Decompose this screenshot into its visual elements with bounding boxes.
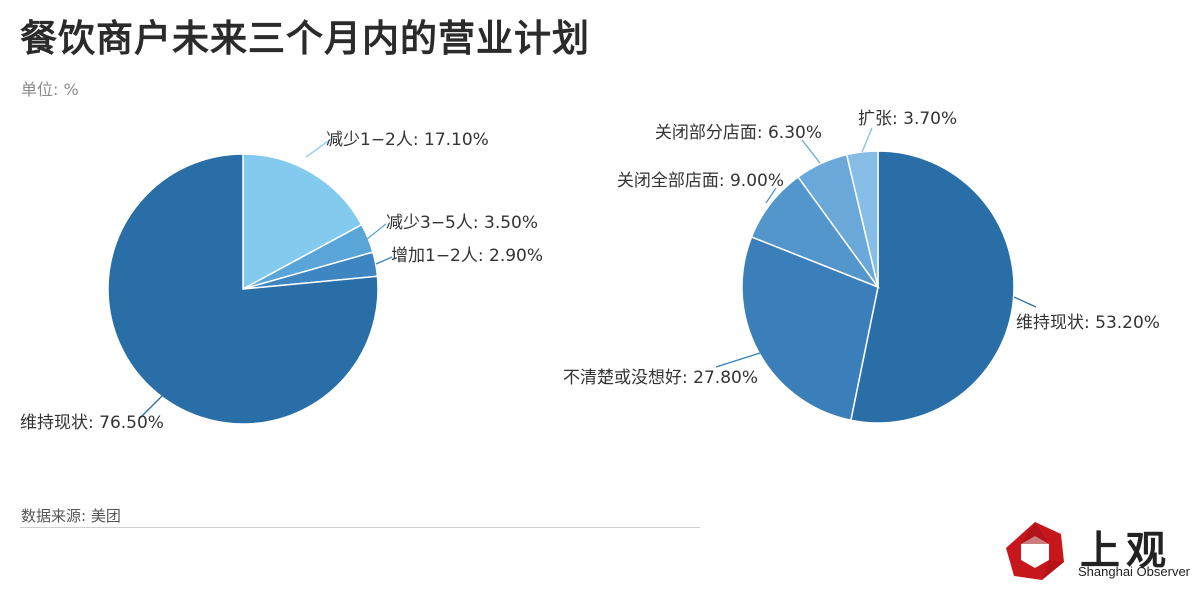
divider	[20, 527, 700, 528]
logo: 上观 Shanghai Observer	[1004, 518, 1194, 584]
slice-label: 维持现状: 76.50%	[20, 413, 164, 433]
slice-label: 不清楚或没想好: 27.80%	[563, 368, 758, 388]
leader-line	[305, 136, 335, 158]
logo-name: 上观	[1080, 527, 1172, 574]
pie-slice	[242, 153, 363, 291]
chart-title: 餐饮商户未来三个月内的营业计划	[20, 17, 590, 60]
slice-label: 关闭全部店面: 9.00%	[617, 171, 784, 191]
slice-label: 维持现状: 53.20%	[1016, 313, 1160, 333]
leader-line	[366, 223, 387, 240]
pie-slice	[849, 150, 1015, 424]
leader-line	[801, 139, 821, 164]
logo-mark-icon	[1006, 522, 1064, 580]
pie-chart-right: 维持现状: 53.20% 不清楚或没想好: 27.80% 关闭全部店面: 9.00%…	[563, 109, 1160, 424]
unit-label: 单位: %	[21, 80, 79, 99]
leader-line	[139, 395, 163, 419]
slice-label: 减少3−5人: 3.50%	[386, 213, 538, 233]
slice-label: 减少1−2人: 17.10%	[326, 130, 489, 150]
leader-line	[1013, 296, 1037, 308]
source-note: 数据来源: 美团	[21, 507, 121, 525]
slice-label: 扩张: 3.70%	[858, 109, 957, 129]
leader-line	[861, 127, 873, 153]
leader-line	[375, 256, 393, 265]
leader-line	[765, 187, 777, 204]
slice-label: 关闭部分店面: 6.30%	[655, 123, 822, 143]
pie-slice	[741, 235, 879, 422]
pie-chart-left: 减少1−2人: 17.10% 减少3−5人: 3.50% 增加1−2人: 2.90%…	[20, 130, 543, 433]
pie-slice	[107, 153, 379, 425]
slice-label: 增加1−2人: 2.90%	[391, 246, 543, 266]
logo-subtitle: Shanghai Observer	[1078, 564, 1191, 579]
leader-line	[715, 352, 761, 368]
